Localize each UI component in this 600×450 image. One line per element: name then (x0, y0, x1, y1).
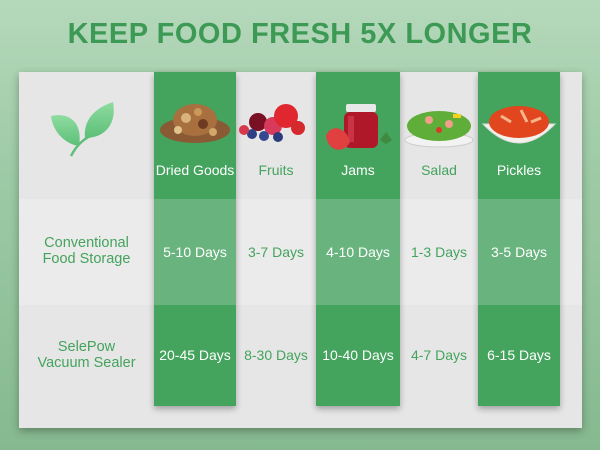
column-header: Pickles (496, 162, 542, 178)
page-title: KEEP FOOD FRESH 5X LONGER (67, 18, 533, 50)
jam-jar-image (326, 104, 392, 150)
cell-vacuum: 10-40 Days (322, 347, 394, 363)
cell-vacuum: 8-30 Days (244, 347, 308, 363)
column-header: Jams (341, 162, 375, 178)
column-dried-goods: Dried Goods 5-10 Days 20-45 Days (154, 72, 236, 406)
column-pickles: Pickles 3-5 Days 6-15 Days (478, 72, 560, 406)
cell-conventional: 4-10 Days (326, 244, 390, 260)
cell-conventional: 1-3 Days (410, 244, 468, 260)
cell-conventional: 5-10 Days (163, 244, 227, 260)
leaf-icon (51, 102, 114, 157)
column-jams: Jams 4-10 Days 10-40 Days (316, 72, 400, 406)
row-label-vacuum: SelePow Vacuum Sealer (19, 339, 154, 371)
pickles-image (481, 106, 557, 144)
cell-conventional: 3-5 Days (490, 244, 548, 260)
column-fruits: Fruits 3-7 Days 8-30 Days (236, 72, 316, 406)
cell-vacuum: 20-45 Days (159, 347, 231, 363)
comparison-table: Conventional Food Storage SelePow Vacuum… (19, 72, 582, 428)
fruits-image (239, 104, 305, 142)
row-label-line: SelePow (57, 339, 116, 355)
column-header: Salad (421, 162, 457, 178)
cell-vacuum: 6-15 Days (487, 347, 551, 363)
column-header: Fruits (258, 162, 294, 178)
cell-conventional: 3-7 Days (247, 244, 305, 260)
salad-image (404, 111, 474, 148)
column-salad: Salad 1-3 Days 4-7 Days (400, 72, 478, 406)
column-header: Dried Goods (155, 162, 235, 178)
row-label-conventional: Conventional Food Storage (19, 235, 154, 267)
cell-vacuum: 4-7 Days (410, 347, 468, 363)
row-label-line: Food Storage (42, 251, 131, 267)
row-label-line: Vacuum Sealer (37, 355, 136, 371)
row-label-line: Conventional (44, 235, 129, 251)
dried-goods-image (160, 104, 230, 143)
